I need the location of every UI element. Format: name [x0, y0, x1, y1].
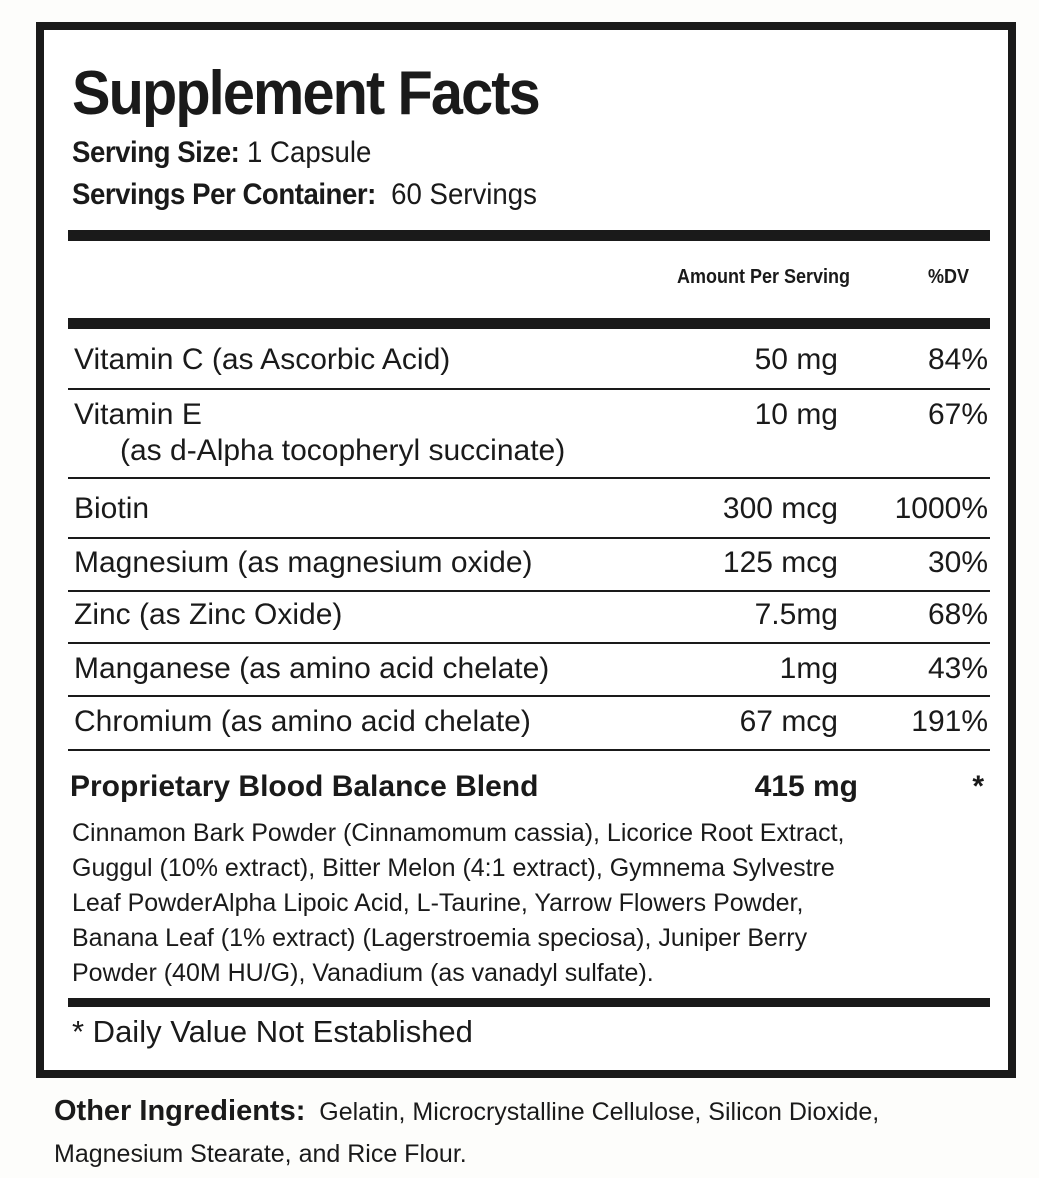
nutrient-amount: 50 mg — [754, 343, 838, 376]
nutrient-dv: 1000% — [894, 492, 988, 525]
blend-ingredients-line: Cinnamon Bark Powder (Cinnamomum cassia)… — [72, 819, 845, 847]
blend-ingredients-line: Leaf PowderAlpha Lipoic Acid, L-Taurine,… — [72, 889, 804, 917]
other-ingredients-line: Magnesium Stearate, and Rice Flour. — [54, 1140, 467, 1168]
nutrient-name: Vitamin E — [74, 398, 202, 431]
nutrient-name: Chromium (as amino acid chelate) — [74, 705, 531, 738]
nutrient-dv: 67% — [927, 398, 988, 431]
amount-column-header: Amount Per Serving — [677, 266, 851, 288]
nutrient-name: Vitamin C (as Ascorbic Acid) — [74, 343, 451, 376]
servings-per-container-label: Servings Per Container: — [72, 178, 376, 211]
nutrient-amount: 67 mcg — [739, 705, 838, 738]
servings-per-container-value: 60 Servings — [391, 178, 537, 211]
blend-ingredients-line: Banana Leaf (1% extract) (Lagerstroemia … — [72, 924, 808, 952]
divider-thin — [68, 537, 990, 539]
nutrient-name: Biotin — [74, 492, 150, 525]
divider-thin — [68, 477, 990, 479]
nutrient-amount: 1mg — [779, 652, 838, 685]
divider-thin — [68, 388, 990, 390]
serving-size: Serving Size: 1 Capsule — [72, 136, 371, 170]
divider-thin — [68, 590, 990, 592]
nutrient-dv: 43% — [927, 652, 988, 685]
nutrient-dv: 84% — [927, 343, 988, 376]
blend-name: Proprietary Blood Balance Blend — [70, 770, 539, 803]
panel-title: Supplement Facts — [72, 59, 541, 128]
dv-column-header: %DV — [928, 266, 970, 288]
divider-thin — [68, 695, 990, 697]
nutrient-source: (as d-Alpha tocopheryl succinate) — [120, 434, 566, 467]
nutrient-name: Magnesium (as magnesium oxide) — [74, 546, 533, 579]
nutrient-name: Manganese (as amino acid chelate) — [74, 652, 550, 685]
nutrient-amount: 300 mcg — [722, 492, 838, 525]
divider-thick — [68, 318, 990, 329]
footnote: * Daily Value Not Established — [72, 1014, 473, 1049]
divider-thick — [68, 998, 990, 1007]
nutrient-amount: 7.5mg — [754, 598, 838, 631]
blend-ingredients-line: Guggul (10% extract), Bitter Melon (4:1 … — [72, 854, 835, 882]
blend-ingredients: Cinnamon Bark Powder (Cinnamomum cassia)… — [72, 816, 845, 991]
serving-size-label: Serving Size: — [72, 136, 240, 169]
blend-dv: * — [972, 770, 984, 803]
nutrient-name: Zinc (as Zinc Oxide) — [74, 598, 343, 631]
blend-ingredients-line: Powder (40M HU/G), Vanadium (as vanadyl … — [72, 959, 654, 987]
servings-per-container: Servings Per Container: 60 Servings — [72, 178, 537, 212]
divider-thin — [68, 642, 990, 644]
other-ingredients-line: Gelatin, Microcrystalline Cellulose, Sil… — [319, 1098, 880, 1126]
divider-thick — [68, 230, 990, 241]
nutrient-amount: 10 mg — [754, 398, 838, 431]
divider-thin — [68, 749, 990, 751]
nutrient-dv: 68% — [927, 598, 988, 631]
nutrient-amount: 125 mcg — [722, 546, 838, 579]
other-ingredients-label: Other Ingredients: — [54, 1095, 306, 1127]
other-ingredients: Other Ingredients: Gelatin, Microcrystal… — [54, 1090, 879, 1175]
serving-size-value: 1 Capsule — [247, 136, 372, 169]
nutrient-dv: 191% — [911, 705, 988, 738]
nutrient-dv: 30% — [927, 546, 988, 579]
supplement-facts-panel — [36, 22, 1016, 1078]
blend-amount: 415 mg — [754, 770, 858, 803]
